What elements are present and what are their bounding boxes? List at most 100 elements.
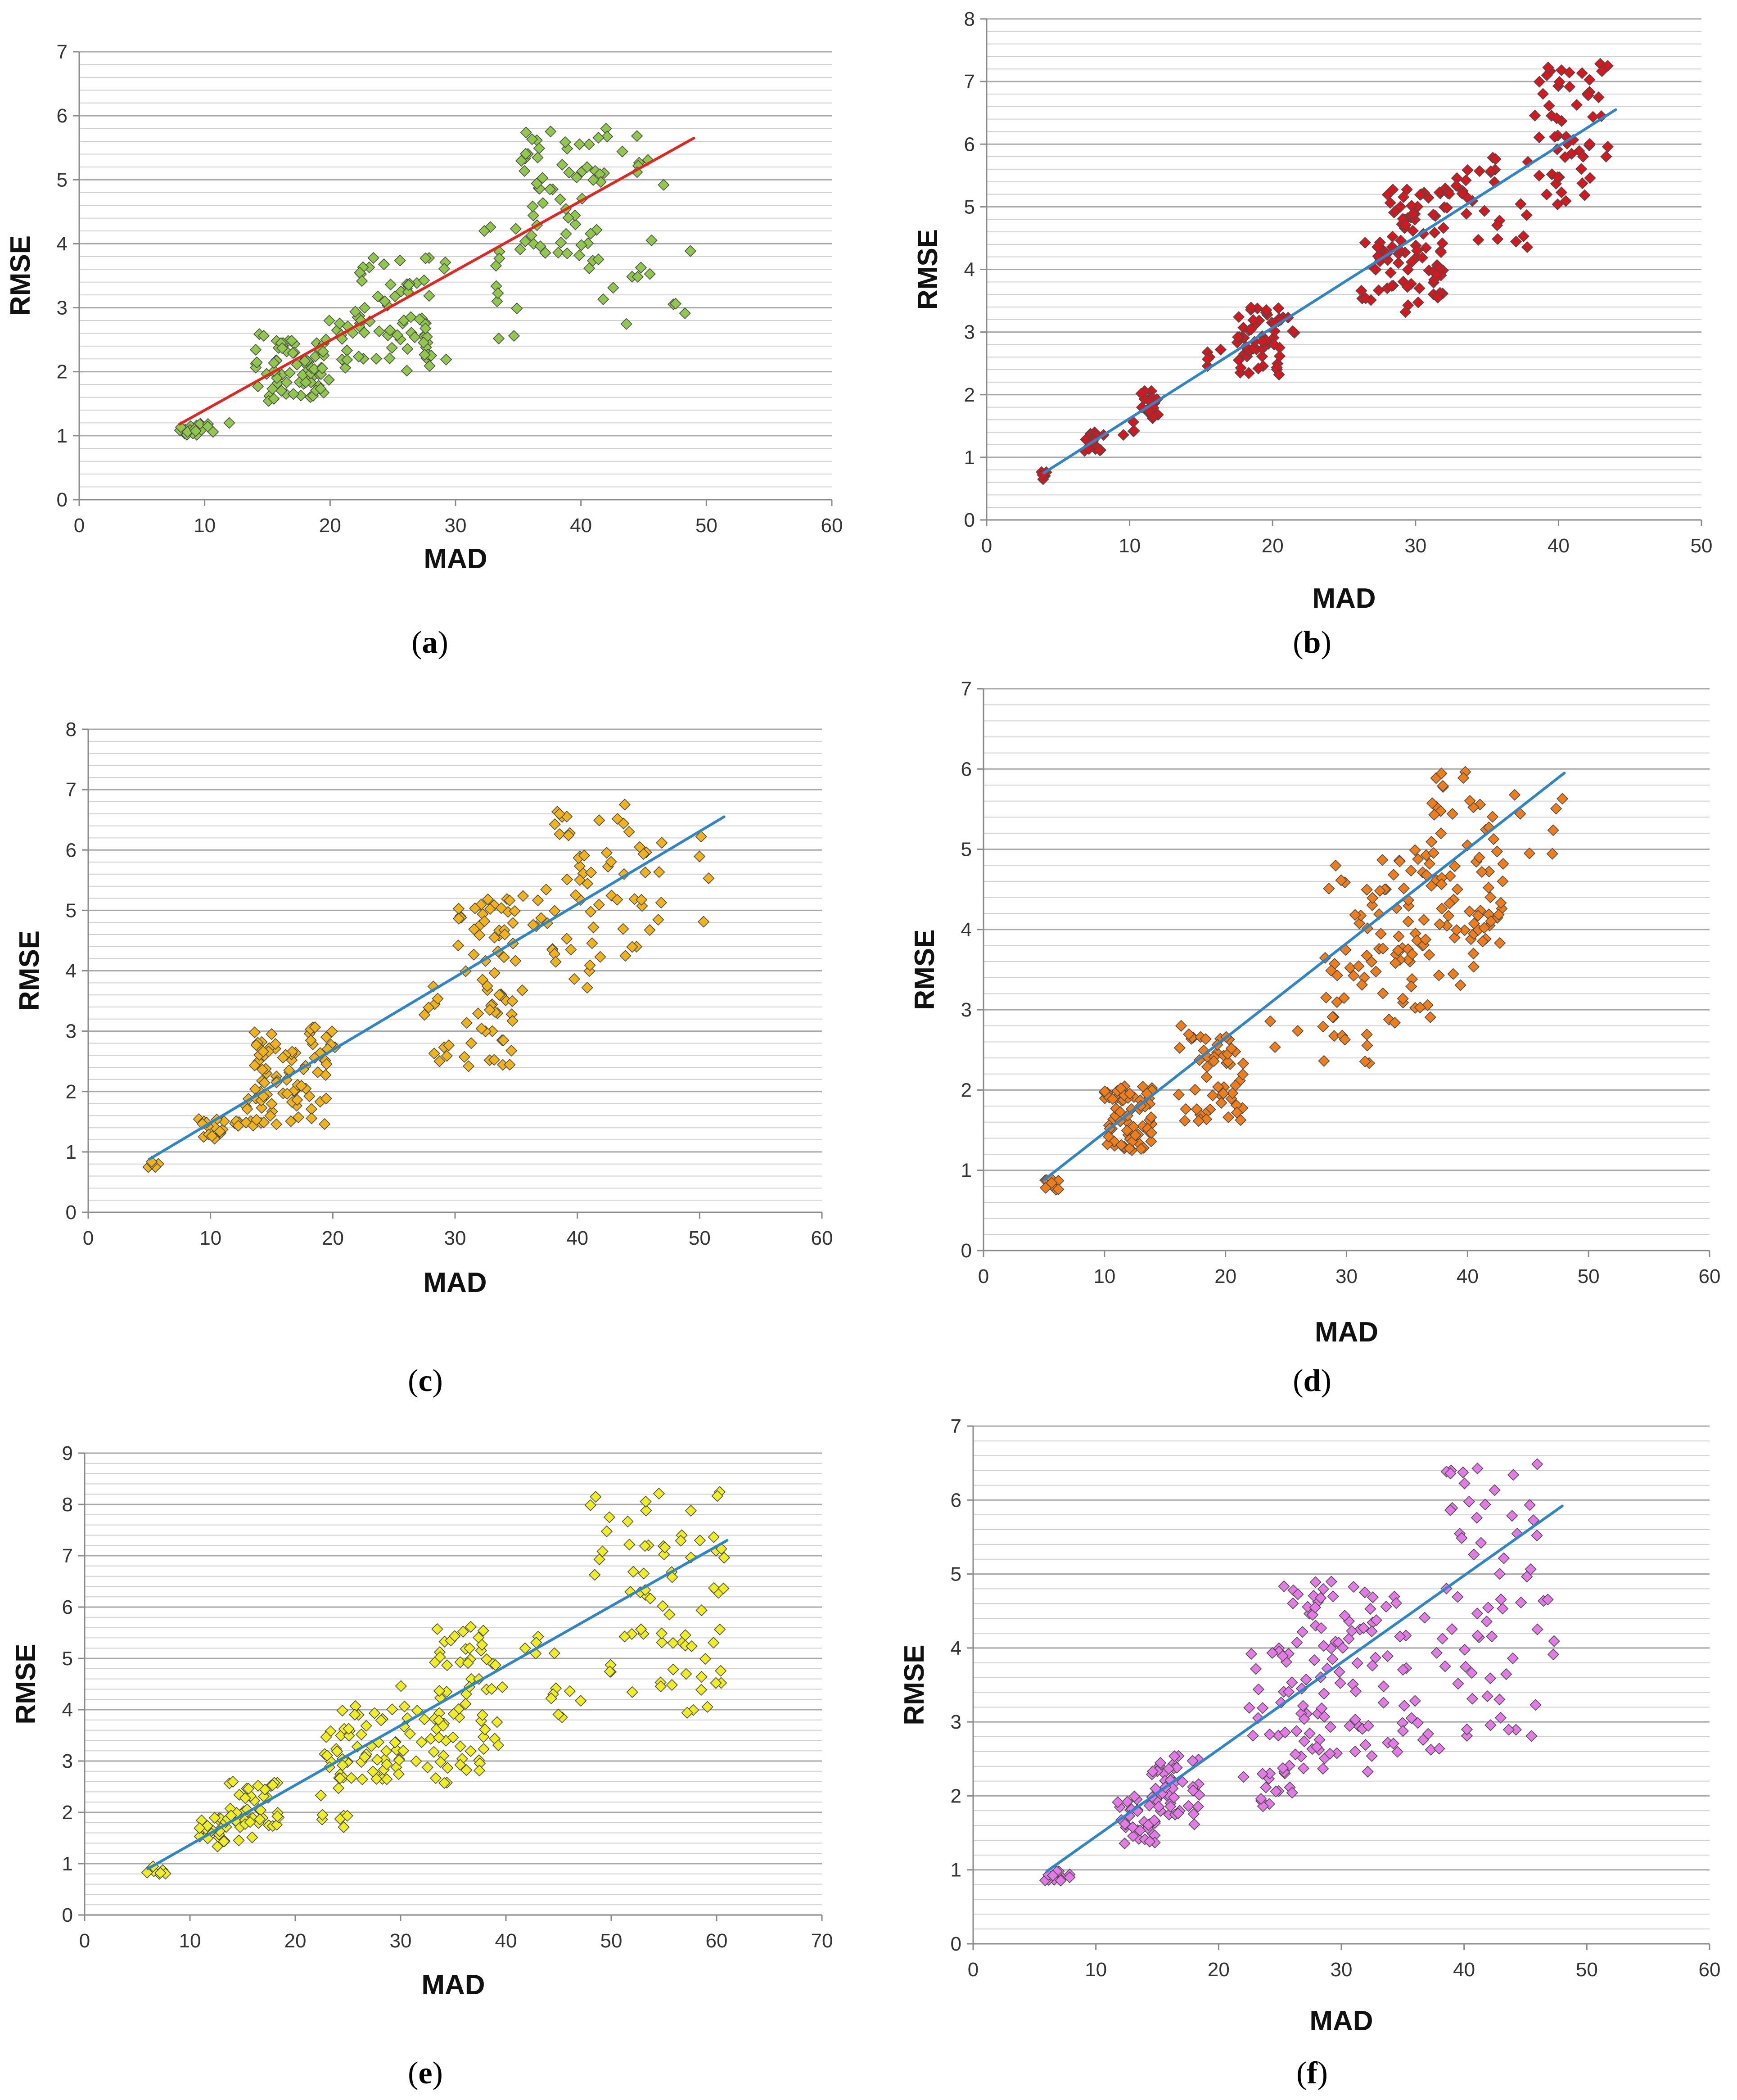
data-point (1187, 1755, 1199, 1767)
x-tick-label: 50 (1578, 1265, 1600, 1287)
y-tick-label: 7 (961, 678, 972, 700)
data-point (1458, 1477, 1471, 1490)
data-point (478, 225, 491, 237)
chart-panel-a: 0 1 2 3 4 5 6 7 0 10 20 30 40 50 60 MAD RMSE (a) (5, 41, 843, 660)
data-point (617, 923, 629, 935)
data-point (1366, 1625, 1378, 1638)
data-point (1521, 241, 1534, 253)
data-point (393, 1768, 405, 1780)
data-point (1442, 910, 1455, 922)
data-point (561, 933, 573, 945)
data-point (1551, 112, 1563, 124)
x-tick-label: 60 (706, 1930, 728, 1952)
caption-letter: d (1304, 1364, 1321, 1398)
x-tick-label: 30 (1404, 535, 1426, 557)
data-point (249, 343, 262, 356)
data-point (1405, 256, 1418, 268)
data-point (381, 1773, 393, 1785)
x-tick-label: 60 (821, 515, 843, 537)
data-point (644, 1592, 656, 1605)
data-point (1471, 1608, 1484, 1620)
data-point (1387, 868, 1400, 881)
data-point (594, 951, 606, 963)
caption-open-paren: ( (1296, 2056, 1307, 2091)
data-point (1052, 1183, 1065, 1196)
x-tick-label: 30 (1331, 1959, 1353, 1981)
data-point (1424, 1011, 1436, 1023)
y-tick-label: 4 (961, 919, 972, 941)
y-tick-label: 0 (964, 509, 975, 531)
data-point (1245, 302, 1257, 314)
y-tick-label: 5 (961, 839, 972, 861)
data-point (397, 1744, 409, 1757)
data-point (708, 1582, 720, 1594)
data-point (622, 1515, 634, 1528)
data-point (258, 1077, 271, 1089)
data-point (539, 247, 551, 259)
data-point (1317, 1583, 1329, 1595)
data-point (1145, 1127, 1158, 1139)
caption-close-paren: ) (438, 625, 448, 660)
data-point (1553, 76, 1566, 88)
data-point (1423, 858, 1436, 870)
y-tick-label: 2 (66, 1081, 77, 1103)
data-point (1389, 1016, 1401, 1029)
data-point (553, 808, 566, 820)
data-point (713, 1623, 726, 1635)
data-point (616, 145, 628, 158)
data-point (1317, 1021, 1329, 1033)
data-point (292, 1111, 305, 1124)
data-point (1247, 1730, 1259, 1742)
data-point (398, 1700, 411, 1712)
data-point (1444, 897, 1456, 910)
data-point (472, 1007, 484, 1020)
data-point (570, 172, 583, 184)
data-point (1121, 1125, 1133, 1137)
data-point (1446, 1623, 1458, 1635)
data-point (367, 1766, 379, 1778)
data-point (316, 1809, 329, 1821)
data-point (497, 1034, 510, 1047)
data-point (1222, 1111, 1235, 1124)
data-point (1260, 1781, 1272, 1793)
data-point (619, 949, 632, 962)
data-point (311, 1066, 324, 1079)
data-point (1250, 1663, 1262, 1675)
data-point (644, 924, 656, 936)
data-point (250, 1114, 262, 1126)
data-point (1326, 1011, 1339, 1023)
x-tick-label: 10 (179, 1930, 201, 1952)
data-point (1520, 209, 1533, 221)
data-point (1452, 1591, 1464, 1603)
data-point (1173, 1042, 1186, 1054)
data-point (703, 872, 715, 885)
data-point (684, 245, 696, 257)
data-point (1492, 233, 1504, 245)
x-tick-label: 10 (199, 1227, 221, 1249)
data-point (1375, 928, 1387, 940)
data-point (1435, 246, 1447, 258)
data-point (1361, 884, 1373, 896)
data-point (1188, 1818, 1200, 1830)
data-point (476, 1639, 488, 1651)
data-point (1462, 164, 1474, 176)
data-point (404, 1728, 416, 1740)
data-point (1475, 866, 1488, 878)
data-point (1444, 870, 1456, 882)
data-point (1200, 1113, 1213, 1125)
data-point (462, 1657, 474, 1669)
panel-caption: (d) (1293, 1364, 1331, 1398)
data-point (331, 1745, 343, 1757)
data-point (391, 329, 403, 341)
data-point (386, 1703, 398, 1716)
x-tick-label: 40 (570, 515, 592, 537)
data-point (1602, 140, 1614, 153)
data-point (1302, 1601, 1314, 1613)
data-point (1247, 314, 1259, 326)
data-point (658, 179, 670, 191)
data-point (1467, 948, 1480, 960)
data-point (1164, 1800, 1177, 1813)
data-point (214, 1125, 226, 1138)
data-point (1525, 1563, 1537, 1576)
data-point (519, 148, 532, 160)
